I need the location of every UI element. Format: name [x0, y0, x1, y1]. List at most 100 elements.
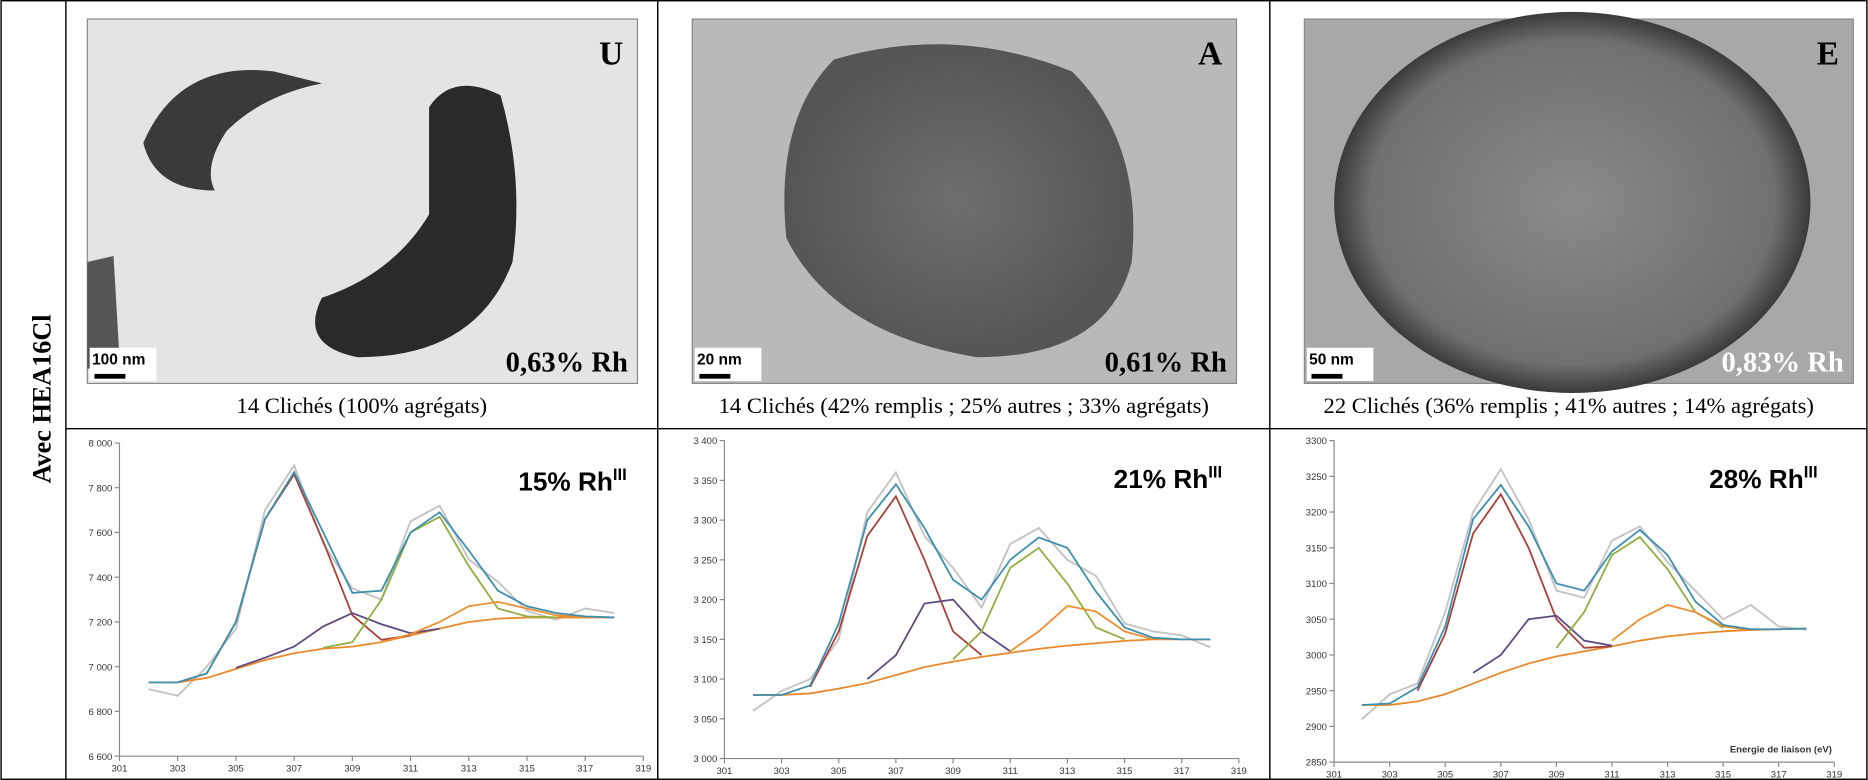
y-tick-label: 7 000	[89, 662, 113, 673]
y-tick-label: 3 400	[693, 436, 717, 447]
x-tick-label: 317	[1174, 766, 1190, 777]
x-tick-label: 305	[1437, 770, 1453, 780]
annotation-sup: III	[613, 465, 627, 484]
series-line	[235, 612, 440, 669]
scale-bar-label: 20 nm	[697, 351, 742, 368]
y-tick-label: 3300	[1306, 436, 1327, 447]
panel-letter: A	[1198, 35, 1222, 72]
annotation-text: 15% Rh	[518, 467, 613, 497]
series-line	[1611, 603, 1752, 642]
y-tick-label: 3 250	[693, 555, 717, 566]
series-line	[148, 463, 615, 697]
y-tick-label: 3000	[1306, 651, 1327, 662]
scale-bar-label: 50 nm	[1309, 351, 1354, 368]
x-axis-label: Energie de liaison (eV)	[1730, 745, 1832, 756]
series-line	[381, 600, 586, 643]
x-tick-label: 301	[112, 764, 128, 775]
annotation: 21% RhIII	[1114, 463, 1223, 495]
series-line	[952, 546, 1125, 660]
x-tick-label: 311	[1604, 770, 1619, 780]
scale-bar	[94, 373, 126, 379]
y-tick-label: 7 400	[89, 573, 113, 584]
series-line	[752, 482, 1211, 696]
x-tick-label: 309	[344, 764, 360, 775]
y-tick-label: 7 200	[89, 618, 113, 629]
x-tick-label: 301	[716, 766, 732, 777]
x-tick-label: 319	[1231, 766, 1247, 777]
annotation-sup: III	[1804, 463, 1818, 482]
y-tick-label: 7 600	[89, 528, 113, 539]
series-line	[148, 616, 615, 684]
x-tick-label: 319	[1826, 770, 1842, 780]
y-tick-label: 2850	[1306, 758, 1327, 769]
x-tick-label: 307	[1493, 770, 1509, 780]
x-tick-label: 315	[519, 764, 535, 775]
x-tick-label: 313	[1059, 766, 1075, 777]
x-tick-label: 303	[1382, 770, 1398, 780]
x-tick-label: 301	[1326, 770, 1342, 780]
y-tick-label: 3 050	[693, 714, 717, 725]
series-line	[809, 494, 983, 688]
annotation-sup: III	[1208, 463, 1222, 482]
y-tick-label: 3 300	[693, 516, 717, 527]
x-tick-label: 309	[945, 766, 961, 777]
series-line	[1361, 467, 1807, 720]
y-tick-label: 3100	[1306, 579, 1327, 590]
x-tick-label: 311	[403, 764, 418, 775]
panel-caption: 22 Clichés (36% remplis ; 41% autres ; 1…	[1324, 393, 1814, 418]
y-tick-label: 2950	[1306, 686, 1327, 697]
annotation-text: 21% Rh	[1114, 464, 1209, 494]
y-tick-label: 3250	[1306, 472, 1327, 483]
y-tick-label: 3 150	[693, 635, 717, 646]
x-tick-label: 311	[1003, 766, 1018, 777]
y-tick-label: 7 800	[89, 483, 113, 494]
y-tick-label: 6 600	[89, 752, 113, 763]
series-line	[1416, 492, 1612, 692]
x-tick-label: 303	[774, 766, 790, 777]
scale-bar	[699, 373, 731, 379]
x-tick-label: 313	[461, 764, 477, 775]
y-tick-label: 2900	[1306, 722, 1327, 733]
x-tick-label: 315	[1117, 766, 1133, 777]
annotation: 15% RhIII	[518, 465, 627, 497]
x-tick-label: 303	[170, 764, 186, 775]
series-line	[177, 472, 411, 684]
y-tick-label: 3200	[1306, 508, 1327, 519]
series-line	[148, 470, 615, 684]
scale-bar	[1311, 373, 1343, 379]
x-tick-label: 307	[888, 766, 904, 777]
series-line	[1472, 614, 1613, 674]
series-line	[752, 470, 1211, 712]
y-tick-label: 3 100	[693, 675, 717, 686]
panel-letter: E	[1817, 35, 1839, 72]
scale-bar-label: 100 nm	[92, 351, 145, 368]
annotation-text: 28% Rh	[1709, 464, 1804, 494]
y-tick-label: 3150	[1306, 543, 1327, 554]
panel-caption: 14 Clichés (42% remplis ; 25% autres ; 3…	[719, 393, 1209, 418]
rh-loading: 0,83% Rh	[1722, 348, 1844, 379]
panel-caption: 14 Clichés (100% agrégats)	[237, 393, 488, 418]
x-tick-label: 305	[831, 766, 847, 777]
x-tick-label: 319	[635, 764, 651, 775]
series-line	[1009, 604, 1154, 653]
series-line	[323, 515, 557, 649]
series-line	[1361, 627, 1807, 706]
annotation: 28% RhIII	[1709, 463, 1818, 495]
x-tick-label: 317	[577, 764, 593, 775]
row-label: Avec HEA16Cl	[27, 314, 56, 483]
y-tick-label: 3 200	[693, 595, 717, 606]
x-tick-label: 307	[286, 764, 302, 775]
rh-loading: 0,61% Rh	[1105, 348, 1227, 379]
series-line	[1361, 483, 1807, 706]
panel-letter: U	[599, 35, 623, 72]
x-tick-label: 305	[228, 764, 244, 775]
y-tick-label: 3050	[1306, 615, 1327, 626]
y-tick-label: 6 800	[89, 707, 113, 718]
x-tick-label: 315	[1715, 770, 1731, 780]
y-tick-label: 3 350	[693, 476, 717, 487]
series-line	[866, 598, 1011, 680]
rh-loading: 0,63% Rh	[506, 348, 628, 379]
